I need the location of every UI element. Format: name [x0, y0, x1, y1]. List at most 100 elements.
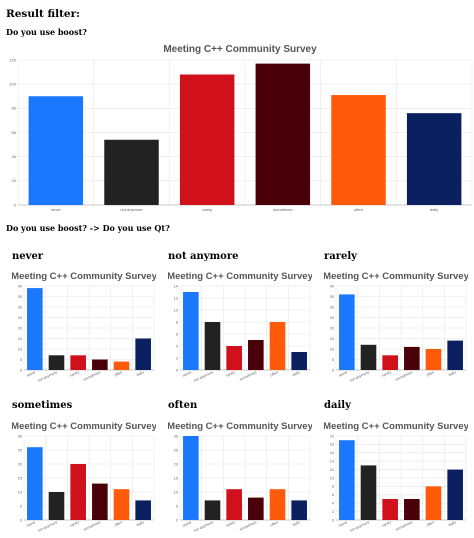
bar-often: [425, 486, 442, 520]
y-tick-label: 20: [174, 462, 178, 466]
y-tick-label: 30: [18, 305, 22, 309]
bar-never: [28, 96, 84, 205]
y-tick-label: 14: [174, 284, 178, 288]
bar-rarely: [226, 346, 242, 370]
x-tick-label: daily: [430, 207, 438, 212]
bar-sometimes: [248, 497, 264, 520]
x-tick-label: sometimes: [395, 370, 413, 381]
y-tick-label: 14: [330, 460, 334, 464]
bar-never: [183, 292, 199, 370]
x-tick-label: never: [182, 520, 193, 528]
y-tick-label: 12: [330, 468, 334, 472]
bar-not-anymore: [48, 492, 65, 520]
y-tick-label: 0: [176, 518, 178, 522]
x-tick-label: rarely: [225, 520, 235, 528]
bar-rarely: [70, 355, 86, 370]
bar-daily: [447, 469, 463, 520]
x-tick-label: never: [182, 370, 193, 378]
chart-svg: Meeting C++ Community Survey 0 5 10 15 20 25 30…: [11, 421, 157, 533]
y-tick-label: 40: [12, 154, 17, 159]
y-tick-label: 60: [12, 130, 17, 135]
y-tick-label: 18: [330, 443, 334, 447]
chart-boost-usage: Meeting C++ Community Survey 0 20 40 60 80 100…: [6, 40, 474, 218]
y-tick-label: 10: [330, 347, 334, 351]
chart-qt-sometimes: Meeting C++ Community Survey 0 5 10 15 20 25 30…: [11, 418, 158, 534]
x-tick-label: rarely: [381, 520, 391, 528]
x-tick-label: rarely: [381, 370, 391, 378]
chart-svg: Meeting C++ Community Survey 0 2 4 6 8 10 12 14 n…: [167, 271, 313, 383]
subsection-often-heading: often: [168, 400, 198, 411]
chart-title: Meeting C++ Community Survey: [324, 271, 468, 282]
bar-not-anymore: [360, 465, 377, 520]
x-tick-label: daily: [136, 520, 145, 527]
x-tick-label: not anymore: [120, 207, 143, 212]
y-tick-label: 12: [174, 296, 178, 300]
x-tick-label: not anymore: [349, 520, 370, 533]
y-tick-label: 40: [18, 284, 22, 288]
x-tick-label: not anymore: [349, 370, 370, 383]
chart-qt-never: Meeting C++ Community Survey 0 5 10 15 20 25 30…: [11, 268, 158, 384]
x-tick-label: rarely: [225, 370, 235, 378]
bar-often: [331, 95, 386, 205]
bar-never: [339, 440, 355, 520]
x-tick-label: sometimes: [239, 370, 257, 381]
y-tick-label: 100: [9, 81, 16, 86]
y-tick-label: 120: [9, 57, 16, 62]
bar-daily: [291, 352, 307, 370]
y-tick-label: 0: [332, 368, 334, 372]
y-tick-label: 10: [18, 347, 22, 351]
chart-title: Meeting C++ Community Survey: [12, 421, 156, 432]
x-tick-label: rarely: [69, 370, 79, 378]
bar-sometimes: [404, 499, 420, 520]
x-tick-label: not anymore: [193, 370, 214, 383]
y-tick-label: 6: [332, 493, 334, 497]
bar-daily: [291, 500, 307, 520]
x-tick-label: often: [354, 207, 363, 212]
y-tick-label: 5: [176, 504, 178, 508]
bar-often: [425, 349, 442, 370]
y-tick-label: 0: [176, 368, 178, 372]
x-tick-label: sometimes: [83, 520, 101, 531]
bar-rarely: [70, 464, 86, 520]
x-tick-label: not anymore: [37, 370, 58, 383]
bar-never: [27, 288, 43, 370]
x-tick-label: never: [51, 207, 62, 212]
y-tick-label: 10: [330, 476, 334, 480]
y-tick-label: 10: [174, 308, 178, 312]
bar-sometimes: [248, 340, 264, 370]
bar-not-anymore: [204, 322, 221, 370]
x-tick-label: sometimes: [83, 370, 101, 381]
chart-qt-not-anymore: Meeting C++ Community Survey 0 2 4 6 8 10 12 14 n…: [167, 268, 314, 384]
y-tick-label: 20: [18, 462, 22, 466]
bar-sometimes: [404, 346, 420, 370]
bar-often: [113, 361, 130, 370]
chart-qt-rarely: Meeting C++ Community Survey 0 5 10 15 20 25 30…: [323, 268, 470, 384]
x-tick-label: sometimes: [239, 520, 257, 531]
y-tick-label: 30: [18, 434, 22, 438]
y-tick-label: 35: [18, 295, 22, 299]
y-tick-label: 20: [330, 434, 334, 438]
x-tick-label: never: [338, 520, 349, 528]
y-tick-label: 25: [330, 316, 334, 320]
y-tick-label: 4: [332, 502, 334, 506]
x-tick-label: daily: [136, 370, 145, 377]
x-tick-label: never: [26, 520, 37, 528]
x-tick-label: often: [426, 520, 435, 527]
y-tick-label: 5: [332, 358, 334, 362]
x-tick-label: sometimes: [273, 207, 292, 212]
bar-never: [27, 447, 43, 520]
y-tick-label: 40: [330, 284, 334, 288]
bar-not-anymore: [48, 355, 65, 370]
x-tick-label: never: [26, 370, 37, 378]
x-tick-label: rarely: [69, 520, 79, 528]
y-tick-label: 15: [330, 337, 334, 341]
bar-daily: [447, 340, 463, 370]
x-tick-label: daily: [448, 520, 457, 527]
y-tick-label: 0: [20, 368, 22, 372]
bar-not-anymore: [360, 344, 377, 370]
y-tick-label: 5: [20, 358, 22, 362]
subsection-rarely-heading: rarely: [324, 251, 357, 262]
chart-svg: Meeting C++ Community Survey 0 5 10 15 20 25 30…: [167, 421, 313, 533]
y-tick-label: 20: [330, 326, 334, 330]
y-tick-label: 10: [174, 490, 178, 494]
